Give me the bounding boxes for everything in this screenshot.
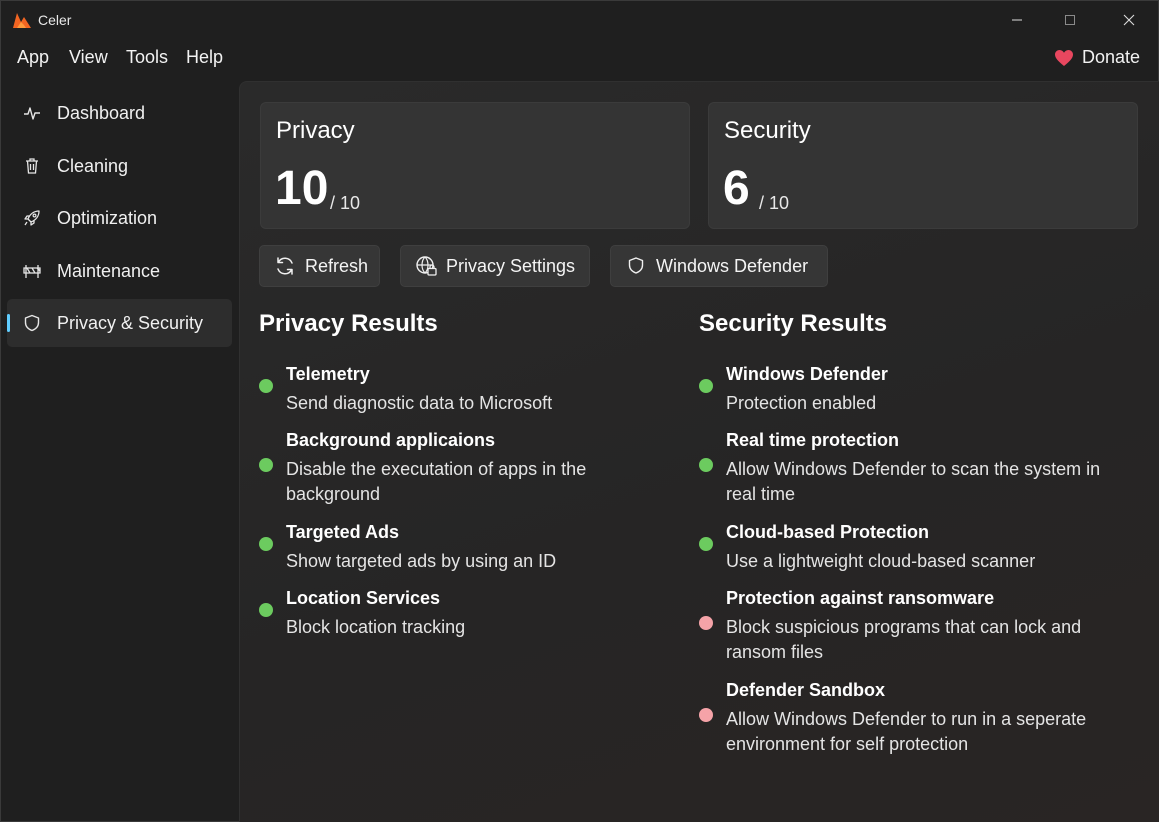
privacy-score-card: Privacy 10 / 10: [260, 102, 690, 229]
windows-defender-label: Windows Defender: [656, 255, 809, 276]
sidebar-item-label: Optimization: [57, 208, 158, 228]
sidebar-item-label: Cleaning: [57, 156, 129, 176]
result-title: Telemetry: [286, 364, 370, 384]
sidebar-item-privacy-security[interactable]: Privacy & Security: [7, 299, 232, 347]
window-title: Celer: [38, 12, 72, 28]
activity-icon: [24, 107, 40, 120]
privacy-settings-button[interactable]: Privacy Settings: [400, 245, 590, 287]
result-desc: Send diagnostic data to Microsoft: [286, 393, 553, 413]
active-indicator: [7, 314, 10, 332]
privacy-results-title: Privacy Results: [259, 310, 438, 337]
result-title: Real time protection: [726, 430, 900, 450]
privacy-card-title: Privacy: [276, 117, 355, 144]
refresh-icon: [277, 257, 293, 275]
result-title: Background applicaions: [286, 430, 496, 450]
privacy-settings-label: Privacy Settings: [446, 255, 576, 276]
security-results-title: Security Results: [699, 310, 888, 337]
status-dot-ok: [259, 537, 273, 551]
maximize-icon: [1065, 15, 1075, 25]
result-title: Protection against ransomware: [726, 588, 995, 608]
status-dot-bad: [699, 616, 713, 630]
security-score-card: Security 6 / 10: [708, 102, 1138, 229]
menu-app[interactable]: App: [17, 47, 50, 67]
status-dot-ok: [259, 379, 273, 393]
menu-help[interactable]: Help: [186, 47, 224, 67]
result-title: Targeted Ads: [286, 522, 400, 542]
sidebar-item-label: Privacy & Security: [57, 313, 204, 333]
sidebar-item-dashboard[interactable]: Dashboard: [7, 89, 232, 137]
sidebar-item-label: Dashboard: [57, 103, 146, 123]
title-bar: Celer: [1, 1, 1158, 39]
menu-view[interactable]: View: [69, 47, 108, 67]
shield-icon: [24, 314, 40, 332]
rocket-icon: [24, 210, 40, 226]
trash-icon: [26, 158, 38, 174]
result-desc: Block suspicious programs that can lock …: [726, 617, 1082, 662]
close-icon: [1123, 14, 1135, 26]
windows-defender-button[interactable]: Windows Defender: [610, 245, 828, 287]
refresh-button[interactable]: Refresh: [259, 245, 380, 287]
minimize-button[interactable]: [992, 1, 1042, 39]
heart-icon: [1054, 49, 1073, 66]
privacy-score-max: / 10: [330, 193, 361, 213]
status-dot-ok: [699, 458, 713, 472]
result-title: Windows Defender: [726, 364, 888, 384]
result-desc: Protection enabled: [726, 393, 877, 413]
donate-button[interactable]: Donate: [1054, 47, 1140, 68]
result-title: Location Services: [286, 588, 441, 608]
donate-label: Donate: [1081, 47, 1140, 67]
maximize-button[interactable]: [1045, 1, 1095, 39]
status-dot-ok: [699, 537, 713, 551]
result-title: Defender Sandbox: [726, 680, 886, 700]
security-score-max: / 10: [759, 193, 790, 213]
barrier-icon: [23, 265, 41, 278]
sidebar-item-optimization[interactable]: Optimization: [7, 194, 232, 242]
menu-bar: App View Tools Help: [1, 41, 1158, 75]
result-desc: Allow Windows Defender to scan the syste…: [726, 459, 1101, 504]
sidebar-item-label: Maintenance: [57, 261, 161, 281]
security-card-title: Security: [724, 117, 811, 144]
result-title: Cloud-based Protection: [726, 522, 930, 542]
status-dot-ok: [259, 458, 273, 472]
result-desc: Allow Windows Defender to run in a seper…: [726, 709, 1087, 754]
result-desc: Use a lightweight cloud-based scanner: [726, 551, 1036, 571]
sidebar-item-cleaning[interactable]: Cleaning: [7, 142, 232, 190]
close-button[interactable]: [1104, 1, 1154, 39]
result-desc: Show targeted ads by using an ID: [286, 551, 557, 571]
globe-lock-icon: [416, 256, 437, 276]
status-dot-ok: [259, 603, 273, 617]
security-score-value: 6: [723, 162, 750, 215]
minimize-icon: [1012, 19, 1022, 21]
result-desc: Disable the executation of apps in the b…: [286, 459, 587, 504]
status-dot-bad: [699, 708, 713, 722]
main-content: Privacy 10 / 10 Security 6 / 10 Refresh …: [239, 81, 1159, 822]
refresh-label: Refresh: [305, 255, 369, 276]
menu-tools[interactable]: Tools: [126, 47, 169, 67]
shield-icon: [628, 257, 644, 274]
celer-logo-icon: [13, 13, 31, 28]
privacy-score-value: 10: [275, 162, 329, 215]
status-dot-ok: [699, 379, 713, 393]
sidebar-item-maintenance[interactable]: Maintenance: [7, 247, 232, 295]
result-desc: Block location tracking: [286, 617, 466, 637]
